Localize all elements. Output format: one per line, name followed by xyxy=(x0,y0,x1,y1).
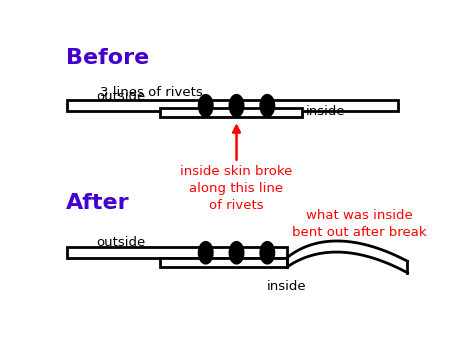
Text: inside: inside xyxy=(306,105,345,118)
Ellipse shape xyxy=(199,95,212,117)
Ellipse shape xyxy=(260,95,274,117)
Bar xyxy=(67,247,287,258)
Text: inside skin broke
along this line
of rivets: inside skin broke along this line of riv… xyxy=(180,165,293,212)
Text: After: After xyxy=(66,193,129,213)
Text: outside: outside xyxy=(96,236,146,249)
Ellipse shape xyxy=(199,242,212,264)
Text: 3 lines of rivets: 3 lines of rivets xyxy=(101,86,203,99)
Text: outside: outside xyxy=(96,90,146,103)
Text: Before: Before xyxy=(66,48,149,68)
Text: inside: inside xyxy=(267,280,306,293)
Ellipse shape xyxy=(230,95,243,117)
Bar xyxy=(159,258,287,268)
Ellipse shape xyxy=(260,242,274,264)
Bar xyxy=(67,100,398,111)
Ellipse shape xyxy=(230,242,243,264)
Text: what was inside
bent out after break: what was inside bent out after break xyxy=(292,209,427,239)
Bar xyxy=(159,108,302,117)
